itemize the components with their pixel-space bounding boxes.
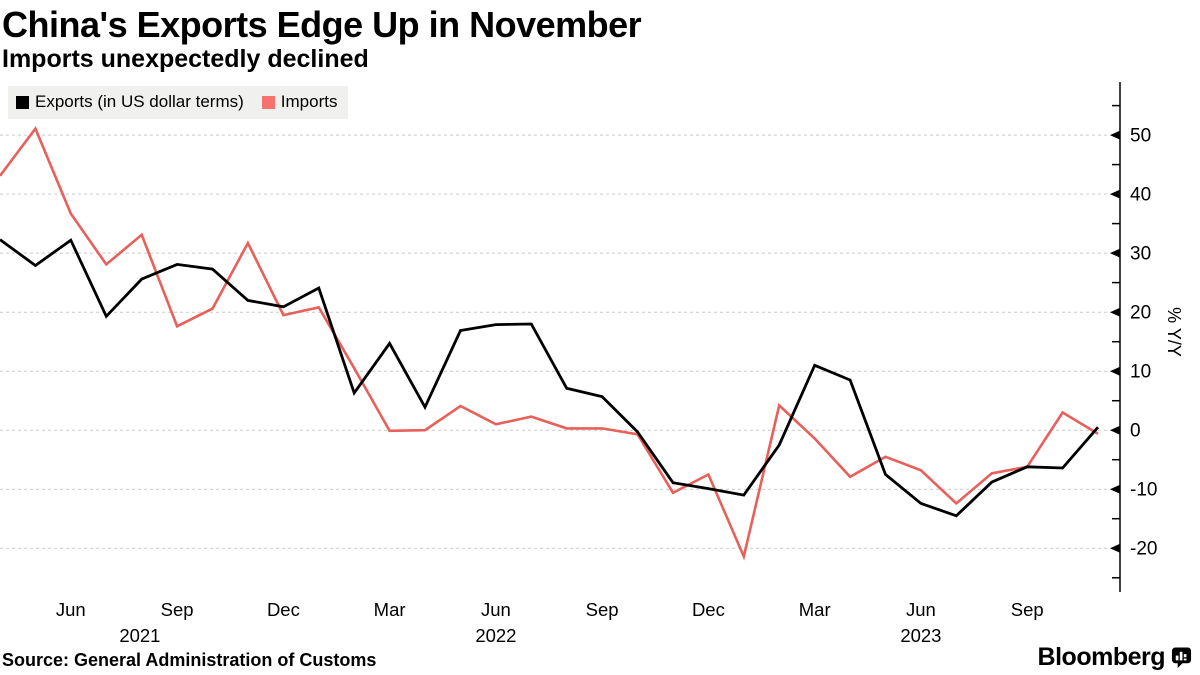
- x-tick-label: Sep: [161, 599, 194, 620]
- x-tick-label: Dec: [267, 599, 300, 620]
- y-tick-arrow-icon: [1110, 307, 1120, 317]
- y-tick-label: 0: [1130, 421, 1141, 442]
- y-tick-label: 20: [1130, 303, 1151, 324]
- x-year-label: 2022: [475, 625, 516, 646]
- y-tick-arrow-icon: [1110, 366, 1120, 376]
- x-tick-label: Jun: [56, 599, 86, 620]
- legend-label-exports: Exports (in US dollar terms): [35, 92, 244, 111]
- legend-label-imports: Imports: [280, 92, 338, 111]
- y-tick-arrow-icon: [1110, 425, 1120, 435]
- bloomberg-chart-icon: [1171, 647, 1192, 668]
- x-year-label: 2023: [900, 625, 941, 646]
- legend-item-exports: Exports (in US dollar terms): [16, 92, 244, 112]
- exports-swatch-icon: [16, 95, 29, 109]
- y-tick-label: -20: [1130, 539, 1157, 560]
- y-tick-label: 40: [1130, 185, 1151, 206]
- source-note: Source: General Administration of Custom…: [2, 650, 377, 670]
- x-tick-label: Sep: [586, 599, 619, 620]
- x-tick-label: Mar: [374, 599, 406, 620]
- legend: Exports (in US dollar terms) Imports: [8, 86, 349, 119]
- legend-item-imports: Imports: [261, 92, 338, 112]
- chart-title: China's Exports Edge Up in November: [2, 4, 642, 45]
- chart-subtitle: Imports unexpectedly declined: [2, 45, 369, 73]
- x-tick-label: Jun: [481, 599, 511, 620]
- x-tick-label: Mar: [799, 599, 831, 620]
- y-tick-arrow-icon: [1110, 543, 1120, 553]
- y-tick-label: 30: [1130, 244, 1151, 265]
- y-tick-label: 50: [1130, 126, 1151, 147]
- x-tick-label: Jun: [906, 599, 936, 620]
- x-year-label: 2021: [119, 625, 160, 646]
- y-axis-title: % Y/Y: [1164, 307, 1184, 357]
- bloomberg-logo: Bloomberg: [1038, 643, 1192, 672]
- imports-swatch-icon: [261, 95, 275, 109]
- x-tick-label: Sep: [1011, 599, 1044, 620]
- exports-line: [0, 238, 1100, 518]
- y-tick-arrow-icon: [1110, 248, 1120, 258]
- bloomberg-wordmark: Bloomberg: [1037, 643, 1166, 671]
- y-tick-label: -10: [1130, 480, 1157, 501]
- x-tick-label: Dec: [692, 599, 725, 620]
- y-tick-label: 10: [1130, 362, 1151, 383]
- y-tick-arrow-icon: [1110, 189, 1120, 199]
- y-tick-arrow-icon: [1110, 484, 1120, 494]
- imports-line: [0, 125, 1099, 561]
- y-tick-arrow-icon: [1110, 130, 1120, 140]
